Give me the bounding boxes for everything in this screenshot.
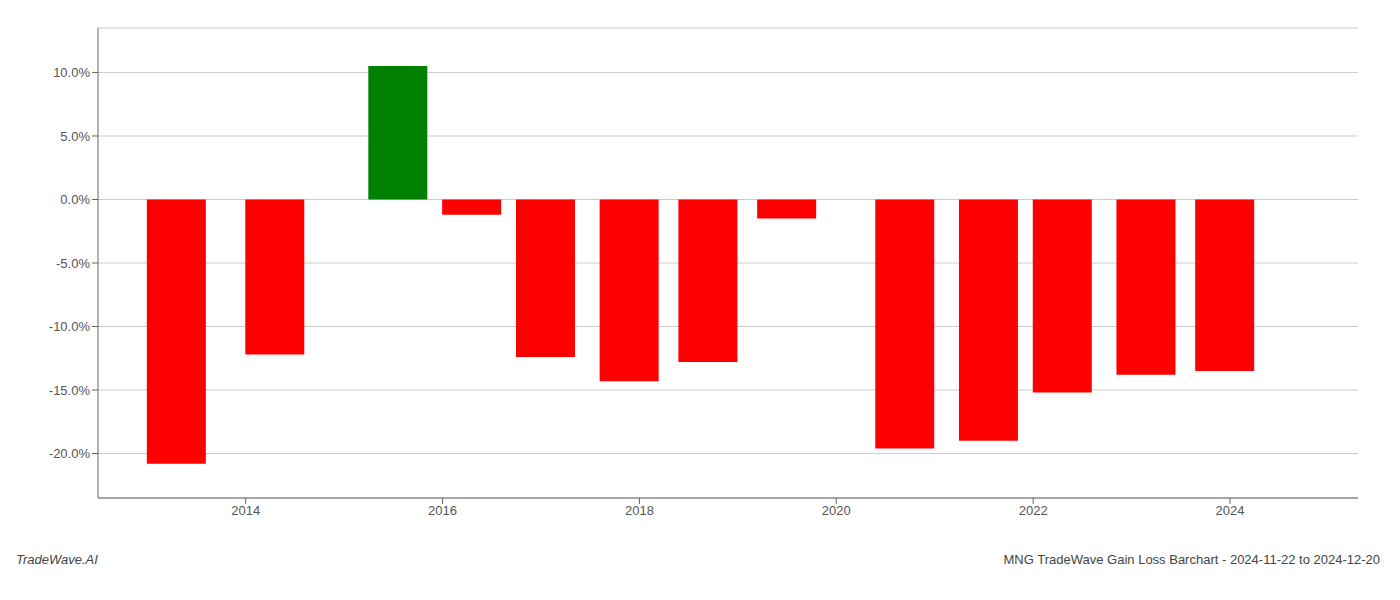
svg-text:2014: 2014: [231, 503, 260, 518]
svg-text:2018: 2018: [625, 503, 654, 518]
svg-text:10.0%: 10.0%: [53, 65, 90, 80]
svg-text:5.0%: 5.0%: [60, 129, 90, 144]
svg-text:-20.0%: -20.0%: [49, 446, 91, 461]
svg-text:-15.0%: -15.0%: [49, 383, 91, 398]
svg-text:-5.0%: -5.0%: [56, 256, 90, 271]
html-text:TradeWave.AI: TradeWave.AI: [16, 552, 98, 567]
html-text:MNG TradeWave Gain Loss Barcha: MNG TradeWave Gain Loss Barchart - 2024-…: [1003, 552, 1380, 567]
svg-text:-10.0%: -10.0%: [49, 319, 91, 334]
svg-text:2022: 2022: [1019, 503, 1048, 518]
svg-text:0.0%: 0.0%: [60, 192, 90, 207]
svg-text:2024: 2024: [1216, 503, 1245, 518]
svg-text:2020: 2020: [822, 503, 851, 518]
svg-text:2016: 2016: [428, 503, 457, 518]
